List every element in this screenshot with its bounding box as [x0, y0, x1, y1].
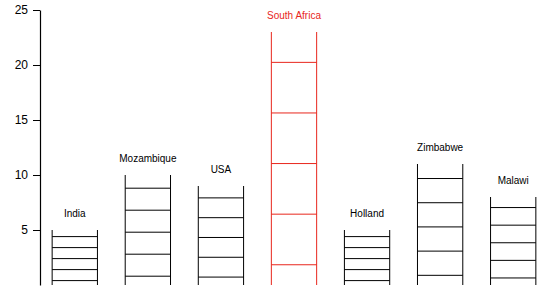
y-tick-mark [33, 65, 40, 66]
category-label: Malawi [498, 175, 529, 186]
ladder-rung [271, 112, 316, 113]
y-tick-mark [33, 230, 40, 231]
ladder-rail [271, 32, 272, 285]
ladder-rung [52, 280, 97, 281]
ladder-rung [198, 237, 243, 238]
y-tick-label: 10 [15, 168, 29, 182]
y-axis: 5 10 15 20 25 [15, 3, 41, 285]
y-tick-mark [33, 120, 40, 121]
y-tick-label: 25 [15, 3, 29, 17]
ladder-rail [462, 164, 463, 285]
ladder-rung [417, 202, 462, 203]
ladder-rung [125, 188, 170, 189]
ladder [52, 230, 97, 285]
ladder-rail [417, 164, 418, 285]
ladder-rung [344, 258, 389, 259]
ladder-rung [491, 242, 536, 243]
ladder-rung [198, 277, 243, 278]
ladder [344, 230, 389, 285]
y-tick-mark [33, 175, 40, 176]
ladder-rail [535, 197, 536, 285]
ladder-rung [491, 260, 536, 261]
ladder-rung [52, 258, 97, 259]
ladder-rung [125, 210, 170, 211]
ladder-rung [417, 251, 462, 252]
y-axis-line [40, 11, 41, 286]
category-label: South Africa [267, 10, 321, 21]
chart: 5 10 15 20 25 India Mozambique USA South Africa H… [0, 0, 543, 293]
ladder-rung [417, 178, 462, 179]
ladder-rung [198, 217, 243, 218]
category-label: Holland [350, 208, 384, 219]
y-tick-label: 15 [15, 113, 29, 127]
ladder-rung [198, 257, 243, 258]
ladder-rung [417, 275, 462, 276]
ladder-rung [491, 225, 536, 226]
y-tick-label: 20 [15, 58, 29, 72]
y-tick-label: 5 [21, 223, 28, 237]
ladder-rail [97, 230, 98, 285]
y-tick: 25 [15, 3, 40, 17]
ladder-rung [52, 247, 97, 248]
ladder-rail [125, 175, 126, 285]
ladder-rung [344, 247, 389, 248]
ladder-rung [271, 62, 316, 63]
category-label: Zimbabwe [417, 142, 464, 153]
category-labels: India Mozambique USA South Africa Holland Zim… [64, 10, 529, 219]
ladder-rung [52, 269, 97, 270]
ladder-rung [125, 232, 170, 233]
ladder-rung [417, 226, 462, 227]
ladder-rung [271, 163, 316, 164]
y-tick: 15 [15, 113, 40, 127]
ladder-rail [490, 197, 491, 285]
y-tick: 10 [15, 168, 40, 182]
category-label: USA [211, 164, 232, 175]
y-tick-mark [33, 10, 40, 11]
category-label: Mozambique [119, 153, 177, 164]
ladder [198, 186, 243, 285]
ladders [52, 32, 536, 285]
y-tick: 5 [21, 223, 40, 237]
ladder-rung [344, 280, 389, 281]
ladder-rung [125, 254, 170, 255]
ladder-rung [491, 277, 536, 278]
ladder-rung [271, 214, 316, 215]
ladder [491, 197, 536, 285]
ladder-rung [344, 269, 389, 270]
ladder [417, 164, 462, 285]
ladder-rung [491, 207, 536, 208]
category-label: India [64, 208, 86, 219]
ladder-rail [170, 175, 171, 285]
y-tick: 20 [15, 58, 40, 72]
ladder-rung [271, 264, 316, 265]
ladder-rail [52, 230, 53, 285]
ladder-rail [316, 32, 317, 285]
ladder-rail [344, 230, 345, 285]
ladder [125, 175, 170, 285]
ladder-rail [243, 186, 244, 285]
ladder-rail [389, 230, 390, 285]
ladder-rail [198, 186, 199, 285]
ladder-rung [52, 236, 97, 237]
ladder-rung [125, 276, 170, 277]
ladder-rung [344, 236, 389, 237]
ladder-rung [198, 197, 243, 198]
ladder [271, 32, 316, 285]
